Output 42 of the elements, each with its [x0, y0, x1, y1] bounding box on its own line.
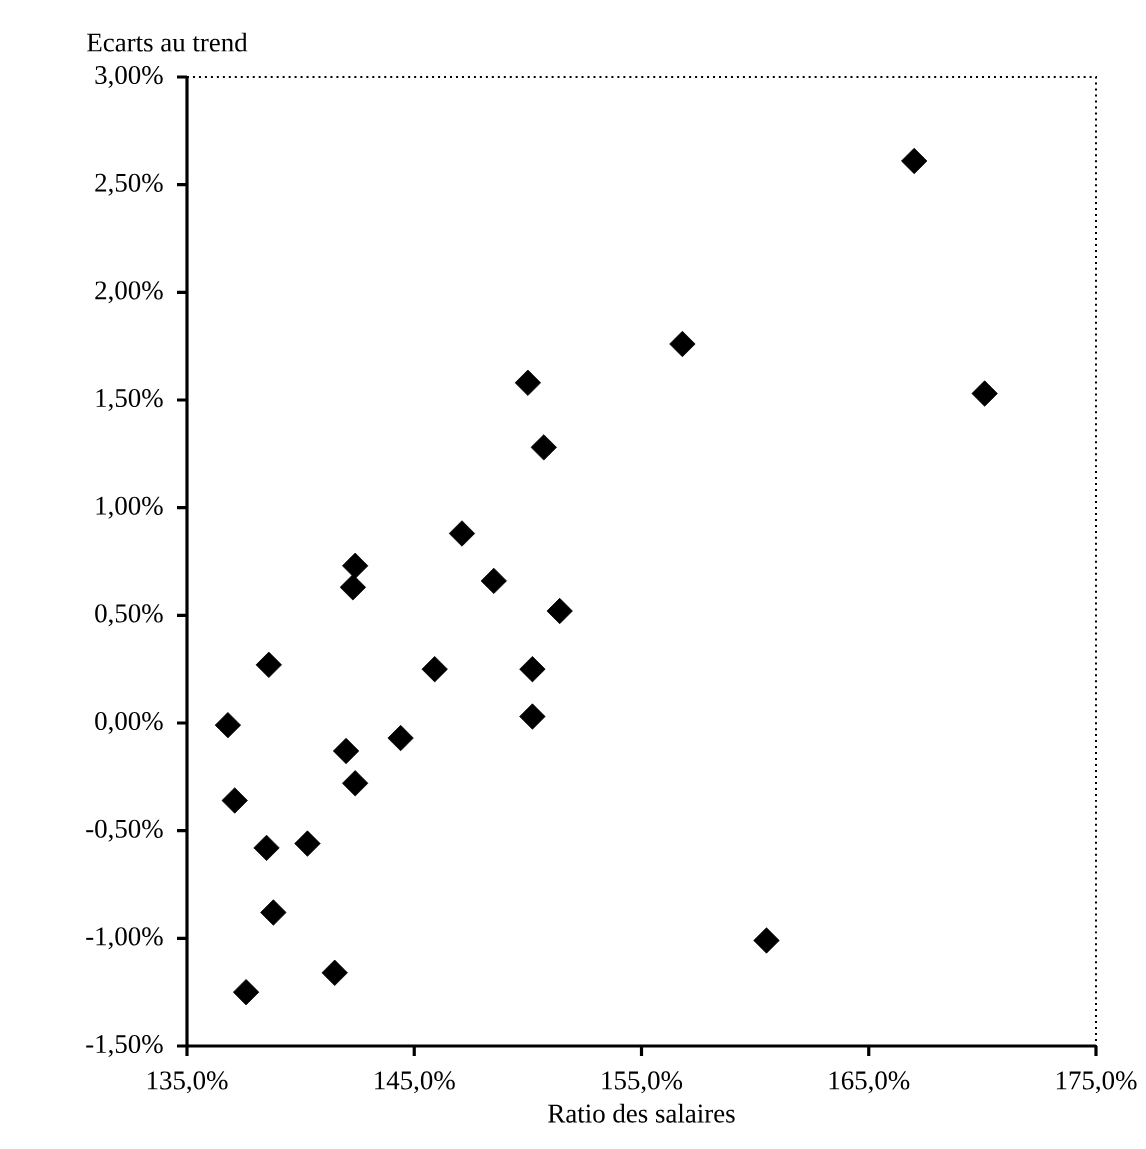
- y-tick-label: 3,00%: [95, 65, 163, 88]
- y-tick-label: 2,50%: [95, 173, 163, 196]
- point: [341, 552, 369, 579]
- x-tick-label: 145,0%: [374, 1071, 455, 1094]
- point: [255, 651, 282, 678]
- point: [253, 834, 280, 862]
- point: [971, 380, 998, 407]
- point: [387, 724, 414, 752]
- y-tick-label: -1,50%: [85, 1034, 163, 1057]
- y-tick-label: -1,00%: [85, 927, 163, 950]
- point: [546, 597, 573, 625]
- y-tick-label: 2,00%: [95, 281, 163, 304]
- point: [232, 979, 260, 1006]
- y-tick-label: 1,50%: [96, 388, 163, 411]
- point: [753, 927, 780, 954]
- point: [514, 369, 541, 396]
- point: [530, 434, 557, 461]
- point: [669, 330, 696, 358]
- point: [294, 830, 321, 857]
- y-tick-label: -0,50%: [85, 819, 163, 842]
- point: [519, 703, 546, 730]
- point: [480, 567, 507, 594]
- point: [339, 574, 366, 601]
- point: [260, 899, 287, 926]
- point: [519, 656, 546, 683]
- point: [214, 712, 241, 739]
- x-tick-label: 165,0%: [829, 1071, 910, 1094]
- x-tick-label: 175,0%: [1056, 1071, 1137, 1094]
- y-tick-label: 1,00%: [96, 496, 163, 519]
- point: [341, 770, 369, 797]
- point: [321, 959, 348, 986]
- point: [900, 147, 928, 175]
- point: [221, 787, 248, 814]
- point: [332, 737, 359, 765]
- point: [421, 656, 448, 683]
- x-tick-label: 135,0%: [147, 1071, 228, 1094]
- y-tick-label: 0,50%: [94, 604, 163, 627]
- x-tick-label: 155,0%: [602, 1071, 682, 1094]
- y-tick-label: 0,00%: [94, 711, 163, 734]
- point: [448, 520, 475, 547]
- x-axis-title: Ratio des salaires: [547, 1103, 735, 1123]
- y-axis-title: Ecarts au trend: [86, 32, 248, 52]
